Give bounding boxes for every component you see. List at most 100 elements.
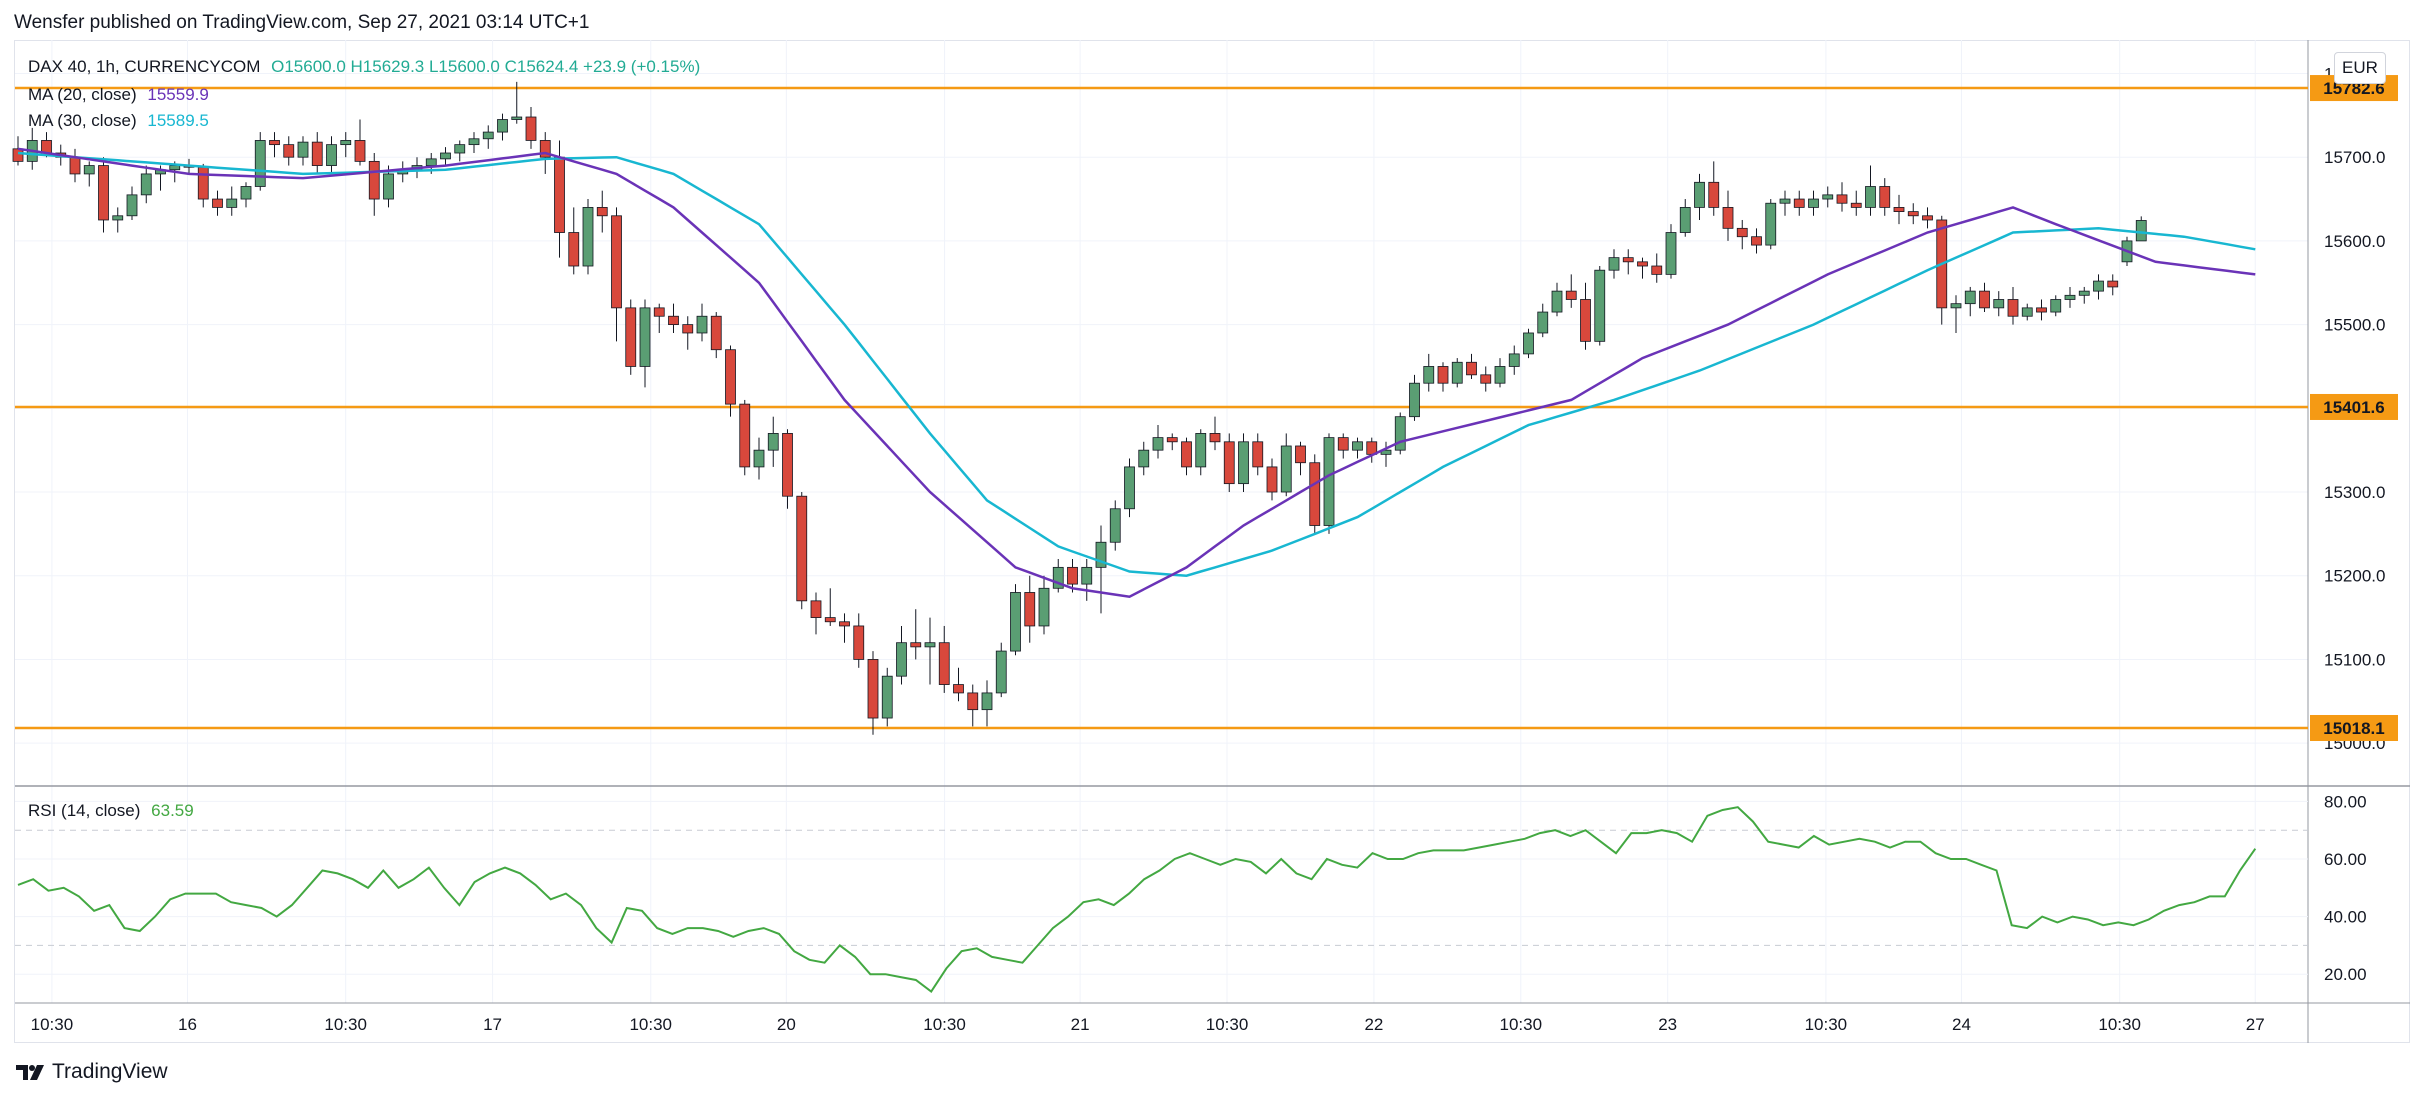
candle-up: [696, 315, 708, 334]
candle-up: [2093, 280, 2104, 292]
candle-down: [1337, 437, 1349, 451]
candle-up: [1138, 449, 1150, 468]
price-axis-label: 15600.0: [2324, 232, 2385, 251]
ma20-label: MA (20, close): [28, 85, 137, 104]
x-tick-label: 10:30: [1206, 1015, 1249, 1034]
candle-up: [1238, 441, 1249, 485]
rsi-label: RSI (14, close): [28, 801, 141, 820]
candle-up: [2050, 299, 2062, 313]
candle-down: [1166, 437, 1178, 443]
x-tick-label: 10:30: [324, 1015, 367, 1034]
candle-up: [1451, 361, 1463, 384]
candle-down: [710, 315, 722, 351]
candle-down: [682, 324, 694, 334]
candle-up: [2021, 307, 2033, 317]
candle-down: [368, 160, 380, 200]
candle-down: [354, 140, 366, 162]
candle-down: [1309, 462, 1321, 526]
ma20-value: 15559.9: [147, 85, 209, 104]
x-tick-label: 22: [1364, 1015, 1383, 1034]
candle-up: [924, 642, 936, 648]
candle-up: [1394, 416, 1406, 451]
price-axis-label: 15700.0: [2324, 148, 2385, 167]
candle-up: [1052, 566, 1064, 589]
candle-down: [1722, 207, 1734, 229]
ma30-value: 15589.5: [147, 111, 209, 130]
candle-down: [197, 166, 209, 200]
ma30-label: MA (30, close): [28, 111, 137, 130]
candle-up: [468, 138, 480, 146]
candle-down: [1223, 441, 1235, 485]
candle-down: [668, 315, 679, 326]
candle-down: [41, 140, 52, 154]
candle-down: [596, 207, 608, 217]
x-tick-label: 10:30: [1500, 1015, 1543, 1034]
candle-down: [1637, 261, 1648, 267]
candle-down: [1622, 257, 1634, 263]
price-axis-label: 15500.0: [2324, 316, 2385, 335]
candle-down: [796, 495, 808, 602]
candle-up: [169, 165, 181, 171]
candle-down: [1708, 181, 1720, 208]
candle-up: [1523, 332, 1534, 355]
chart-frame[interactable]: [14, 40, 2410, 1043]
x-tick-label: 23: [1658, 1015, 1677, 1034]
tradingview-logo[interactable]: TradingView: [16, 1060, 168, 1084]
candle-up: [240, 186, 252, 200]
candle-up: [753, 449, 765, 468]
candle-up: [1537, 311, 1549, 334]
rsi-axis-label: 20.00: [2324, 965, 2367, 984]
candle-up: [425, 158, 437, 166]
candle-down: [1879, 186, 1891, 208]
candle-up: [1380, 449, 1392, 455]
candle-down: [1907, 211, 1919, 217]
candle-down: [1651, 265, 1663, 275]
candle-up: [83, 165, 95, 175]
candle-up: [981, 692, 993, 711]
candle-down: [568, 232, 580, 267]
candle-down: [2007, 299, 2019, 317]
candle-up: [497, 119, 508, 133]
candle-up: [297, 141, 309, 158]
candle-down: [739, 403, 751, 468]
candle-down: [1295, 445, 1306, 464]
x-tick-label: 10:30: [629, 1015, 672, 1034]
candle-down: [910, 642, 922, 648]
candle-down: [1067, 566, 1078, 585]
candle-down: [867, 659, 879, 719]
candle-down: [1466, 361, 1477, 376]
candle-up: [995, 650, 1007, 694]
price-level-label: 15018.1: [2323, 719, 2384, 738]
candle-up: [254, 140, 266, 187]
candle-up: [1124, 466, 1135, 510]
candle-up: [1594, 269, 1606, 342]
candle-up: [511, 116, 523, 120]
rsi-axis-label: 80.00: [2324, 792, 2367, 811]
x-tick-label: 10:30: [2098, 1015, 2141, 1034]
candle-up: [1038, 587, 1050, 627]
price-level-tag: [2310, 393, 2398, 420]
candle-down: [283, 144, 295, 158]
candle-down: [1480, 374, 1492, 384]
candle-up: [767, 433, 779, 451]
candle-up: [1694, 181, 1705, 208]
candle-down: [1850, 202, 1862, 208]
candle-down: [1580, 299, 1591, 342]
candle-up: [1950, 303, 1962, 309]
candle-down: [782, 433, 793, 497]
candle-down: [1836, 194, 1848, 204]
candle-up: [1109, 508, 1121, 543]
currency-button[interactable]: EUR: [2334, 52, 2386, 84]
candle-up: [482, 131, 494, 140]
candle-down: [725, 349, 736, 405]
candle-up: [1352, 441, 1363, 451]
candle-up: [1280, 445, 1292, 493]
candle-up: [582, 207, 594, 267]
candle-up: [1822, 194, 1834, 200]
candle-up: [1679, 207, 1691, 233]
candle-up: [326, 144, 337, 166]
candle-down: [653, 307, 665, 317]
chart-canvas[interactable]: 10:30 16 10:30 17 10:30 20 10:30 21 10:30 22 10:30…: [0, 0, 2425, 1045]
candle-down: [853, 625, 865, 660]
rsi-line: [17, 806, 2257, 993]
